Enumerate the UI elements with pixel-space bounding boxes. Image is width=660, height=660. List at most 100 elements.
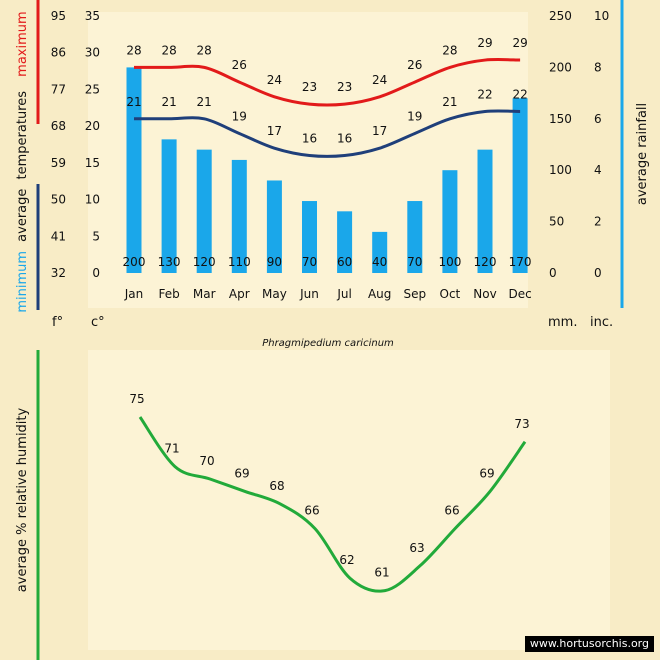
rainfall-bar-sep: [407, 201, 423, 273]
rainfall-value-may: 90: [267, 255, 282, 269]
celsius-tick: 35: [85, 9, 100, 23]
average-word: average: [15, 189, 30, 242]
humidity-value-jun: 66: [304, 504, 319, 518]
rainfall-value-oct: 100: [438, 255, 461, 269]
month-label-oct: Oct: [440, 287, 461, 301]
mm-tick: 250: [549, 9, 572, 23]
temperatures-word: temperatures: [15, 91, 30, 180]
month-label-dec: Dec: [508, 287, 531, 301]
fahrenheit-tick: 32: [51, 266, 66, 280]
fahrenheit-tick: 59: [51, 156, 66, 170]
fahrenheit-unit: f°: [52, 315, 63, 330]
humidity-value-feb: 71: [164, 442, 179, 456]
rainfall-value-mar: 120: [193, 255, 216, 269]
rainfall-bar-aug: [372, 231, 388, 273]
minimum-value-sep: 19: [407, 109, 422, 123]
fahrenheit-tick: 41: [51, 229, 66, 243]
maximum-value-jan: 28: [126, 43, 141, 57]
temperature-axis-title: minimum average temperatures maximum: [15, 11, 30, 312]
fahrenheit-tick: 77: [51, 82, 66, 96]
inches-tick: 6: [594, 112, 602, 126]
inches-tick: 0: [594, 266, 602, 280]
humidity-value-nov: 69: [479, 466, 494, 480]
minimum-word: minimum: [15, 251, 30, 313]
mm-tick: 100: [549, 163, 572, 177]
inches-tick: 2: [594, 215, 602, 229]
maximum-value-feb: 28: [161, 43, 176, 57]
mm-tick: 50: [549, 215, 564, 229]
month-label-jan: Jan: [124, 287, 144, 301]
humidity-value-mar: 70: [199, 454, 214, 468]
celsius-tick: 30: [85, 46, 100, 60]
rainfall-bar-jul: [337, 211, 353, 273]
minimum-value-aug: 17: [372, 124, 387, 138]
rainfall-value-nov: 120: [474, 255, 497, 269]
celsius-tick: 5: [92, 229, 100, 243]
rainfall-bar-mar: [196, 149, 212, 273]
rainfall-bars: [126, 67, 528, 274]
minimum-value-nov: 22: [477, 87, 492, 101]
inches-tick: 4: [594, 163, 602, 177]
inches-unit: inc.: [590, 315, 613, 330]
rainfall-bar-feb: [161, 139, 177, 273]
month-label-jun: Jun: [299, 287, 319, 301]
rainfall-value-sep: 70: [407, 255, 422, 269]
maximum-value-apr: 26: [232, 58, 247, 72]
rainfall-bar-oct: [442, 170, 458, 273]
celsius-tick: 20: [85, 119, 100, 133]
humidity-value-sep: 63: [409, 541, 424, 555]
celsius-tick: 15: [85, 156, 100, 170]
maximum-value-sep: 26: [407, 58, 422, 72]
minimum-value-dec: 22: [512, 87, 527, 101]
rainfall-value-dec: 170: [509, 255, 532, 269]
maximum-word: maximum: [15, 11, 30, 77]
temperature-lines: [134, 58, 521, 158]
axis-ticks: Jan Feb Mar Apr May Jun Jul Aug Sep Oct Nov Dec 0 32 5…: [51, 9, 610, 301]
rainfall-bar-jun: [302, 201, 317, 273]
month-label-feb: Feb: [158, 287, 179, 301]
rainfall-bar-may: [266, 180, 282, 273]
minimum-temperature-line: [134, 109, 521, 158]
fahrenheit-tick: 86: [51, 46, 66, 60]
humidity-value-aug: 61: [374, 566, 389, 580]
species-caption: Phragmipedium caricinum: [262, 338, 394, 349]
month-label-apr: Apr: [229, 287, 250, 301]
maximum-value-oct: 28: [442, 43, 457, 57]
humidity-chart: 75 71 70 69 68 66 62 61 63 66 69 73: [129, 392, 530, 593]
inches-tick: 10: [594, 9, 609, 23]
rainfall-value-jul: 60: [337, 255, 352, 269]
month-label-may: May: [262, 287, 287, 301]
rainfall-value-jan: 200: [123, 255, 146, 269]
month-label-nov: Nov: [473, 287, 496, 301]
rainfall-bar-dec: [512, 98, 528, 274]
month-label-aug: Aug: [368, 287, 391, 301]
fahrenheit-tick: 95: [51, 9, 66, 23]
humidity-value-apr: 69: [234, 466, 249, 480]
minimum-value-feb: 21: [161, 95, 176, 109]
rainfall-value-aug: 40: [372, 255, 387, 269]
month-label-sep: Sep: [403, 287, 426, 301]
rainfall-axis-title: average rainfall: [635, 103, 650, 205]
maximum-value-jun: 23: [302, 80, 317, 94]
rainfall-value-apr: 110: [228, 255, 251, 269]
maximum-value-may: 24: [267, 73, 282, 87]
rainfall-bar-apr: [231, 159, 247, 273]
minimum-value-may: 17: [267, 124, 282, 138]
humidity-value-jan: 75: [129, 392, 144, 406]
celsius-tick: 0: [92, 266, 100, 280]
rainfall-value-feb: 130: [158, 255, 181, 269]
humidity-axis-title: average % relative humidity: [15, 407, 30, 592]
minimum-value-mar: 21: [197, 95, 212, 109]
mm-tick: 150: [549, 112, 572, 126]
celsius-tick: 25: [85, 82, 100, 96]
minimum-value-jun: 16: [302, 132, 317, 146]
rainfall-value-jun: 70: [302, 255, 317, 269]
mm-tick: 200: [549, 60, 572, 74]
minimum-value-jan: 21: [126, 95, 141, 109]
humidity-value-dec: 73: [514, 417, 529, 431]
mm-unit: mm.: [548, 315, 577, 330]
credit-watermark: www.hortusorchis.org: [524, 636, 654, 652]
maximum-value-dec: 29: [512, 36, 527, 50]
